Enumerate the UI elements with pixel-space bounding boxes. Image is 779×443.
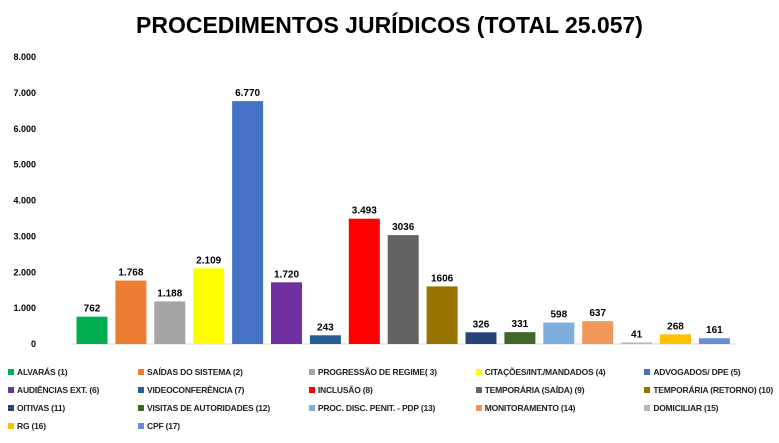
bar-4 — [193, 268, 225, 344]
legend-swatch — [8, 369, 14, 375]
data-label: 3036 — [392, 222, 415, 233]
legend-swatch — [138, 387, 145, 393]
legend-swatch — [8, 387, 14, 393]
legend-label: CPF (17) — [147, 421, 180, 431]
data-label: 6.770 — [235, 88, 260, 99]
legend-item: INCLUSÃO (8) — [308, 384, 437, 396]
legend-label: AUDIÊNCIAS EXT. (6) — [17, 385, 100, 395]
legend-item: VISITAS DE AUTORIDADES (12) — [138, 402, 270, 414]
data-label: 41 — [631, 330, 643, 341]
bar-1 — [76, 316, 108, 344]
legend-swatch — [308, 369, 315, 375]
y-tick-label: 8.000 — [13, 52, 36, 62]
legend-item: VIDEOCONFERÊNCIA (7) — [138, 384, 270, 396]
data-label: 1.768 — [118, 268, 143, 279]
legend-item: CPF (17) — [138, 420, 270, 432]
data-label: 598 — [550, 310, 567, 321]
y-tick-label: 4.000 — [13, 196, 36, 206]
bar-16 — [660, 334, 691, 344]
legend-item: TEMPORÁRIA (SAÍDA) (9) — [475, 384, 606, 396]
bar-12 — [504, 332, 536, 344]
legend-item: CITAÇÕES/INT./MANDADOS (4) — [475, 366, 606, 378]
y-tick-label: 1.000 — [13, 303, 36, 313]
y-tick-label: 6.000 — [13, 124, 36, 134]
legend-label: DOMICILIAR (15) — [653, 403, 719, 413]
legend-label: RG (16) — [17, 421, 46, 431]
legend-label: SAÍDAS DO SISTEMA (2) — [147, 367, 243, 377]
legend-swatch — [308, 387, 315, 393]
legend-swatch — [475, 369, 482, 375]
data-label: 243 — [317, 322, 334, 333]
legend-item: RG (16) — [8, 420, 99, 432]
legend-item: PROC. DISC. PENIT. - PDP (13) — [308, 402, 437, 414]
bar-6 — [271, 282, 302, 344]
legend-item: ADVOGADOS/ DPE (5) — [644, 366, 773, 378]
chart-title: PROCEDIMENTOS JURÍDICOS (TOTAL 25.057) — [136, 12, 643, 38]
legend-label: INCLUSÃO (8) — [317, 385, 373, 395]
legend-swatch — [644, 387, 651, 393]
bar-9 — [387, 235, 419, 344]
legend-label: PROGRESSÃO DE REGIME( 3) — [317, 367, 437, 377]
data-label: 268 — [667, 321, 684, 332]
legend-swatch — [475, 405, 482, 411]
legend-label: TEMPORÁRIA (SAÍDA) (9) — [484, 385, 585, 395]
legend-label: MONITORAMENTO (14) — [484, 403, 576, 413]
data-label: 161 — [706, 325, 723, 336]
legend-item: DOMICILIAR (15) — [644, 402, 773, 414]
legend-label: ADVOGADOS/ DPE (5) — [653, 367, 741, 377]
data-label: 2.109 — [196, 255, 221, 266]
legend-swatch — [138, 369, 145, 375]
legend-item: ALVARÁS (1) — [8, 366, 99, 378]
legend-label: OITIVAS (11) — [17, 403, 65, 413]
legend-swatch — [8, 405, 14, 411]
legend-item: OITIVAS (11) — [8, 402, 99, 414]
data-label: 1.188 — [157, 288, 182, 299]
legend-item: MONITORAMENTO (14) — [475, 402, 606, 414]
bar-14 — [582, 321, 614, 344]
legend-label: CITAÇÕES/INT./MANDADOS (4) — [484, 367, 606, 377]
y-tick-label: 7.000 — [13, 88, 36, 98]
legend-item: PROGRESSÃO DE REGIME( 3) — [308, 366, 437, 378]
y-tick-label: 0 — [31, 339, 36, 349]
legend-swatch — [8, 423, 14, 429]
legend-swatch — [644, 405, 651, 411]
data-label: 1.720 — [274, 269, 299, 280]
bar-15 — [621, 342, 653, 344]
bar-13 — [543, 322, 575, 344]
legend-swatch — [138, 423, 145, 429]
legend-swatch — [644, 369, 651, 375]
bar-17 — [698, 338, 730, 344]
data-label: 637 — [589, 308, 606, 319]
data-label: 331 — [512, 319, 529, 330]
y-tick-label: 2.000 — [13, 267, 36, 277]
bar-8 — [348, 218, 380, 344]
legend-label: VIDEOCONFERÊNCIA (7) — [147, 385, 245, 395]
legend-label: PROC. DISC. PENIT. - PDP (13) — [317, 403, 436, 413]
legend: ALVARÁS (1) SAÍDAS DO SISTEMA (2) PROGRESS… — [8, 366, 773, 432]
legend-label: TEMPORÁRIA (RETORNO) (10) — [653, 385, 773, 395]
legend-swatch — [138, 405, 145, 411]
bar-11 — [465, 332, 497, 344]
bar-3 — [154, 301, 186, 344]
legend-swatch — [308, 405, 315, 411]
bar-10 — [426, 286, 458, 344]
data-label: 3.493 — [352, 206, 377, 217]
data-label: 762 — [84, 304, 101, 315]
legend-item: TEMPORÁRIA (RETORNO) (10) — [644, 384, 773, 396]
y-tick-label: 5.000 — [13, 160, 36, 170]
bar-2 — [115, 280, 147, 344]
legend-label: ALVARÁS (1) — [17, 367, 68, 377]
bar-5 — [232, 101, 264, 344]
legend-item: AUDIÊNCIAS EXT. (6) — [8, 384, 99, 396]
plot-area: 0 1.000 2.000 3.000 4.000 5.000 6.000 7.000 8.00… — [13, 52, 735, 349]
legend-label: VISITAS DE AUTORIDADES (12) — [147, 403, 270, 413]
data-label: 326 — [473, 319, 490, 330]
legend-swatch — [475, 387, 482, 393]
data-label: 1606 — [431, 273, 454, 284]
y-tick-label: 3.000 — [13, 231, 36, 241]
legend-item: SAÍDAS DO SISTEMA (2) — [138, 366, 270, 378]
bar-7 — [309, 335, 341, 344]
